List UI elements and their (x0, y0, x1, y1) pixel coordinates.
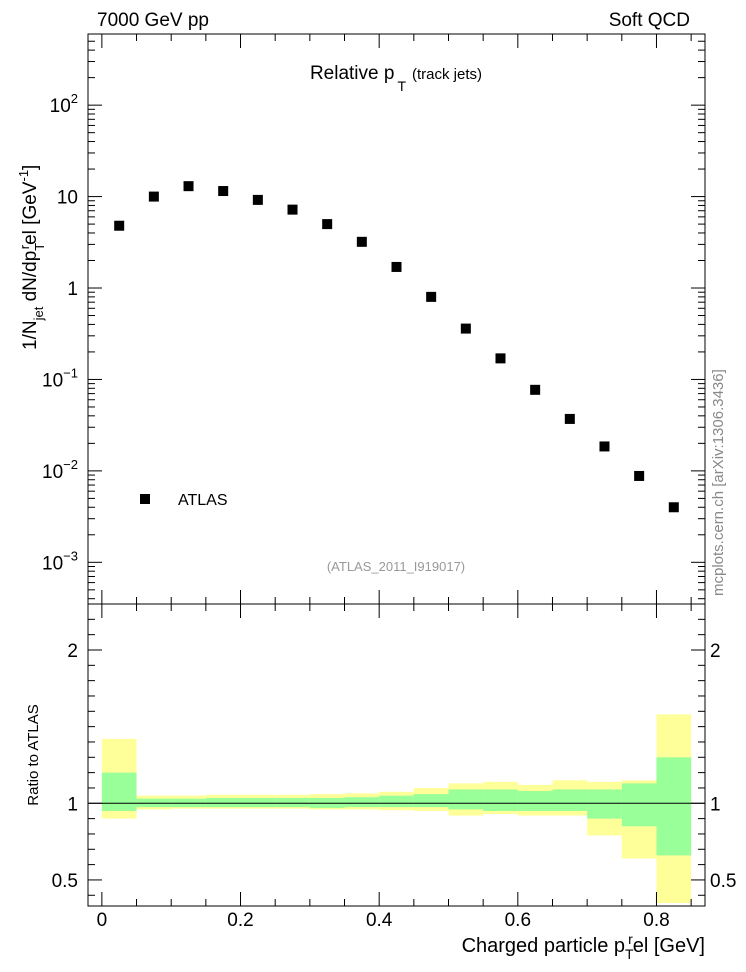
ratio-band-bin (656, 757, 692, 856)
main-y-tick-label: 10 (57, 188, 78, 209)
data-point (495, 353, 506, 364)
ratio-band-bin (587, 789, 622, 819)
main-ylabel: 1/Njet dN/dpTrel [GeV-1] (16, 165, 47, 350)
data-point (599, 441, 610, 452)
ratio-band-bin (483, 789, 518, 811)
ratio-y-tick-label-right: 0.5 (710, 871, 736, 892)
main-y-tick-label: 1 (67, 279, 78, 300)
ratio-y-tick-label-right: 2 (710, 641, 721, 662)
ratio-frame (87, 603, 706, 907)
main-y-tick-labels: 10−3 10−2 10−1 1 10 102 (42, 91, 78, 574)
data-point (252, 194, 263, 205)
main-y-tick-label: 10−2 (42, 457, 78, 483)
header-left: 7000 GeV pp (97, 10, 209, 31)
x-tick-label: 0.6 (505, 910, 531, 931)
data-points (114, 181, 679, 513)
data-point (356, 236, 367, 247)
ratio-band-bin (275, 797, 310, 808)
analysis-label: (ATLAS_2011_I919017) (327, 559, 465, 574)
ratio-band-bin (413, 794, 449, 808)
main-y-tick-label: 102 (50, 91, 78, 117)
data-point (668, 502, 679, 513)
ratio-band-bin (344, 797, 380, 808)
ratio-band-bin (517, 791, 553, 811)
x-axis-label: Charged particle pTrel [GeV] (462, 931, 705, 962)
x-tick-label: 0 (97, 910, 108, 931)
main-y-ticks (88, 33, 705, 600)
ratio-y-tick-label-left: 0.5 (52, 871, 78, 892)
data-point (564, 413, 575, 424)
data-point (322, 219, 333, 230)
data-point (183, 181, 194, 192)
data-point (287, 204, 298, 215)
x-tick-label: 0.2 (227, 910, 253, 931)
data-point (634, 470, 645, 481)
ratio-band-bin (240, 797, 276, 808)
ratio-ylabel: Ratio to ATLAS (25, 704, 42, 805)
legend-marker (140, 494, 150, 504)
ratio-band-bin (205, 797, 241, 808)
side-note: mcplots.cern.ch [arXiv:1306.3436] (710, 369, 727, 596)
main-title: Relative pT(track jets) (310, 63, 482, 94)
data-point (530, 384, 541, 395)
ratio-x-ticks (101, 604, 692, 906)
data-point (148, 191, 159, 202)
x-tick-label: 0.4 (366, 910, 393, 931)
x-tick-label: 0.8 (643, 910, 669, 931)
main-y-tick-label: 10−3 (42, 548, 78, 574)
main-x-ticks (101, 34, 692, 604)
ratio-y-tick-label-right: 1 (710, 794, 721, 815)
main-y-tick-label: 10−1 (42, 365, 78, 391)
ratio-band-bin (379, 795, 414, 808)
ratio-panel: 0.5 0.51 12 2 0 0.2 0.4 0.6 0.8 Ratio to ATLAS … (25, 603, 737, 962)
ratio-bands (101, 714, 692, 903)
data-point (218, 186, 229, 197)
ratio-y-tick-label-left: 1 (67, 794, 78, 815)
header-right: Soft QCD (609, 10, 690, 31)
main-frame (87, 33, 706, 605)
ratio-band-bin (621, 783, 657, 827)
ratio-x-tick-labels: 0 0.2 0.4 0.6 0.8 (97, 910, 670, 931)
ratio-band-bin (552, 789, 588, 811)
ratio-y-tick-labels: 0.5 0.5 1 1 2 2 (52, 641, 737, 892)
ratio-band-bin (101, 772, 137, 811)
data-point (114, 220, 125, 231)
main-panel: Relative pT(track jets) 1/Njet dN/dpTrel… (16, 33, 706, 605)
data-point (460, 323, 471, 334)
ratio-y-tick-label-left: 2 (67, 641, 78, 662)
ratio-y-ticks (88, 618, 705, 896)
data-point (426, 291, 437, 302)
data-point (391, 261, 402, 272)
ratio-band-bin (448, 789, 484, 810)
legend-label: ATLAS (178, 492, 228, 509)
